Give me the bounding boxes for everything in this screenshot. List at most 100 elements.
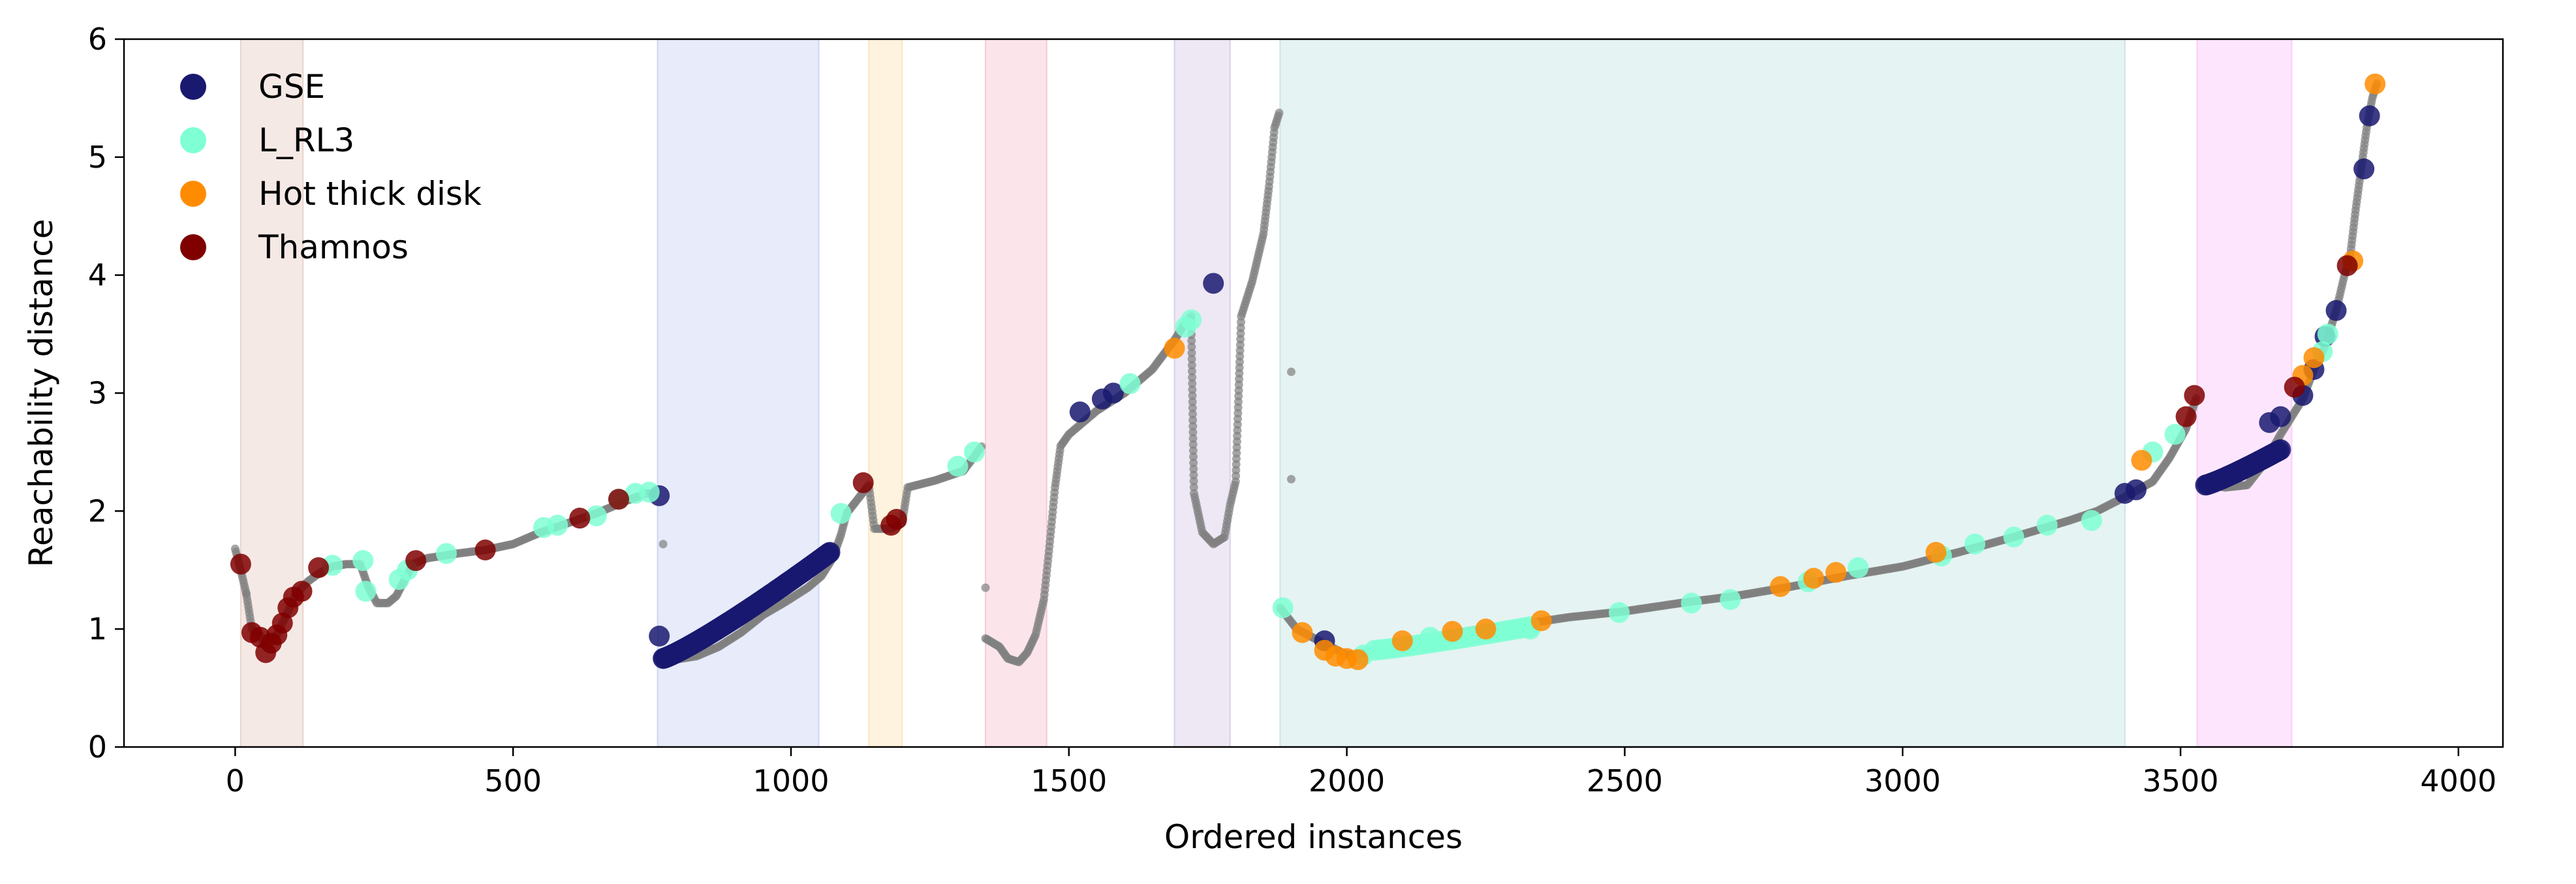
thamnos-point-16 bbox=[852, 472, 874, 493]
thamnos-point-11 bbox=[308, 557, 330, 579]
thamnos-point-12 bbox=[405, 550, 427, 572]
x-tick-label-500: 500 bbox=[484, 763, 542, 799]
thamnos-point-18 bbox=[886, 508, 907, 530]
background-point-743 bbox=[1188, 428, 1198, 437]
l-rl3-point-56 bbox=[1848, 557, 1869, 579]
series-hot-thick-disk bbox=[1164, 73, 2386, 671]
cluster-shading bbox=[240, 38, 2293, 748]
hot-thick-disk-point-6 bbox=[1347, 649, 1369, 671]
thamnos-point-1 bbox=[230, 553, 251, 575]
background-point-751 bbox=[1189, 477, 1198, 486]
x-tick-label-0: 0 bbox=[226, 763, 245, 799]
background-point-752 bbox=[1189, 483, 1198, 492]
shaded-region-3 bbox=[868, 38, 903, 748]
thamnos-point-14 bbox=[569, 508, 591, 529]
y-axis: 0 1 2 3 4 5 6 bbox=[88, 22, 124, 765]
gse-point-218 bbox=[1102, 382, 1124, 404]
l-rl3-point-65 bbox=[2317, 324, 2338, 345]
background-point-741 bbox=[1188, 416, 1198, 425]
l-rl3-point-38 bbox=[585, 505, 607, 526]
x-tick-label-2500: 2500 bbox=[1587, 763, 1663, 799]
background-point-749 bbox=[1189, 465, 1198, 474]
thamnos-point-19 bbox=[2175, 406, 2197, 427]
thamnos-point-15 bbox=[608, 489, 629, 510]
l-rl3-point-32 bbox=[355, 581, 377, 602]
l-rl3-point-44 bbox=[964, 441, 985, 463]
hot-thick-disk-point-9 bbox=[1475, 618, 1497, 640]
x-tick-label-3000: 3000 bbox=[1865, 763, 1941, 799]
background-point-1647 bbox=[241, 589, 251, 598]
background-point-740 bbox=[1188, 410, 1197, 419]
x-tick-label-1000: 1000 bbox=[753, 763, 829, 799]
x-tick-label-3500: 3500 bbox=[2143, 763, 2219, 799]
hot-thick-disk-point-2 bbox=[1292, 622, 1313, 643]
legend-label-l-rl3: L_RL3 bbox=[258, 121, 354, 159]
l-rl3-point-52 bbox=[1608, 602, 1630, 623]
gse-point-221 bbox=[2125, 479, 2147, 500]
background-point-744 bbox=[1188, 434, 1198, 443]
hot-thick-disk-point-17 bbox=[2303, 347, 2325, 369]
thamnos-point-10 bbox=[291, 581, 313, 602]
l-rl3-point-63 bbox=[2164, 423, 2186, 445]
labeled-points bbox=[230, 73, 2386, 671]
hot-thick-disk-point-1 bbox=[1164, 337, 1185, 359]
gse-point-227 bbox=[2270, 406, 2291, 427]
thamnos-point-20 bbox=[2184, 385, 2205, 406]
x-tick-label-4000: 4000 bbox=[2420, 763, 2496, 799]
gse-point-222 bbox=[2325, 299, 2347, 321]
hot-thick-disk-point-12 bbox=[1803, 568, 1824, 589]
shaded-region-5 bbox=[1173, 38, 1231, 748]
hot-thick-disk-point-8 bbox=[1442, 620, 1463, 642]
gse-point-212 bbox=[2270, 439, 2291, 461]
gse-point-214 bbox=[649, 626, 670, 647]
y-tick-label-5: 5 bbox=[88, 140, 107, 175]
legend-label-gse: GSE bbox=[258, 68, 325, 106]
hot-thick-disk-point-15 bbox=[2131, 450, 2152, 471]
background-point-1644 bbox=[1286, 367, 1296, 376]
l-rl3-point-58 bbox=[1964, 533, 1985, 555]
hot-thick-disk-point-10 bbox=[1530, 610, 1552, 632]
y-tick-label-4: 4 bbox=[88, 258, 107, 293]
l-rl3-point-42 bbox=[830, 502, 852, 524]
background-point-748 bbox=[1189, 458, 1198, 467]
y-tick-label-0: 0 bbox=[88, 729, 107, 765]
background-point-728 bbox=[1187, 336, 1196, 345]
l-rl3-point-47 bbox=[1181, 309, 1202, 331]
hot-thick-disk-point-13 bbox=[1825, 562, 1847, 583]
l-rl3-point-37 bbox=[547, 515, 568, 536]
legend: GSE L_RL3 Hot thick disk Thamnos bbox=[180, 68, 482, 266]
gse-point-223 bbox=[2353, 158, 2375, 179]
x-axis-title: Ordered instances bbox=[1164, 818, 1463, 856]
l-rl3-point-54 bbox=[1720, 588, 1741, 610]
y-tick-label-3: 3 bbox=[88, 376, 107, 411]
background-point-731 bbox=[1187, 354, 1196, 363]
x-axis: 0 500 1000 1500 2000 2500 3000 3500 4000 bbox=[226, 747, 2496, 799]
background-point-734 bbox=[1188, 373, 1197, 382]
thamnos-point-21 bbox=[2284, 376, 2305, 398]
y-axis-title: Reachability distance bbox=[22, 219, 60, 567]
legend-marker-hot-thick-disk bbox=[180, 181, 206, 207]
background-point-1646 bbox=[659, 540, 668, 549]
shaded-region-7 bbox=[2196, 38, 2293, 748]
background-point-750 bbox=[1189, 470, 1198, 480]
gse-point-224 bbox=[2359, 105, 2380, 127]
l-rl3-point-43 bbox=[947, 455, 969, 477]
gse-point-216 bbox=[1069, 401, 1091, 423]
background-point-738 bbox=[1188, 397, 1197, 406]
background-point-1643 bbox=[981, 583, 990, 592]
shaded-region-2 bbox=[657, 38, 820, 748]
series-gse bbox=[649, 105, 2380, 669]
legend-marker-l-rl3 bbox=[180, 127, 206, 153]
legend-label-hot-thick-disk: Hot thick disk bbox=[258, 175, 482, 213]
background-point-742 bbox=[1188, 421, 1198, 431]
y-tick-label-6: 6 bbox=[88, 22, 107, 57]
legend-label-thamnos: Thamnos bbox=[258, 228, 409, 266]
l-rl3-point-41 bbox=[638, 481, 660, 503]
l-rl3-point-60 bbox=[2036, 515, 2058, 536]
series-thamnos bbox=[230, 255, 2358, 663]
background-point-736 bbox=[1188, 385, 1197, 394]
background-point-735 bbox=[1188, 379, 1197, 388]
legend-marker-thamnos bbox=[180, 234, 206, 260]
background-point-730 bbox=[1187, 348, 1196, 358]
